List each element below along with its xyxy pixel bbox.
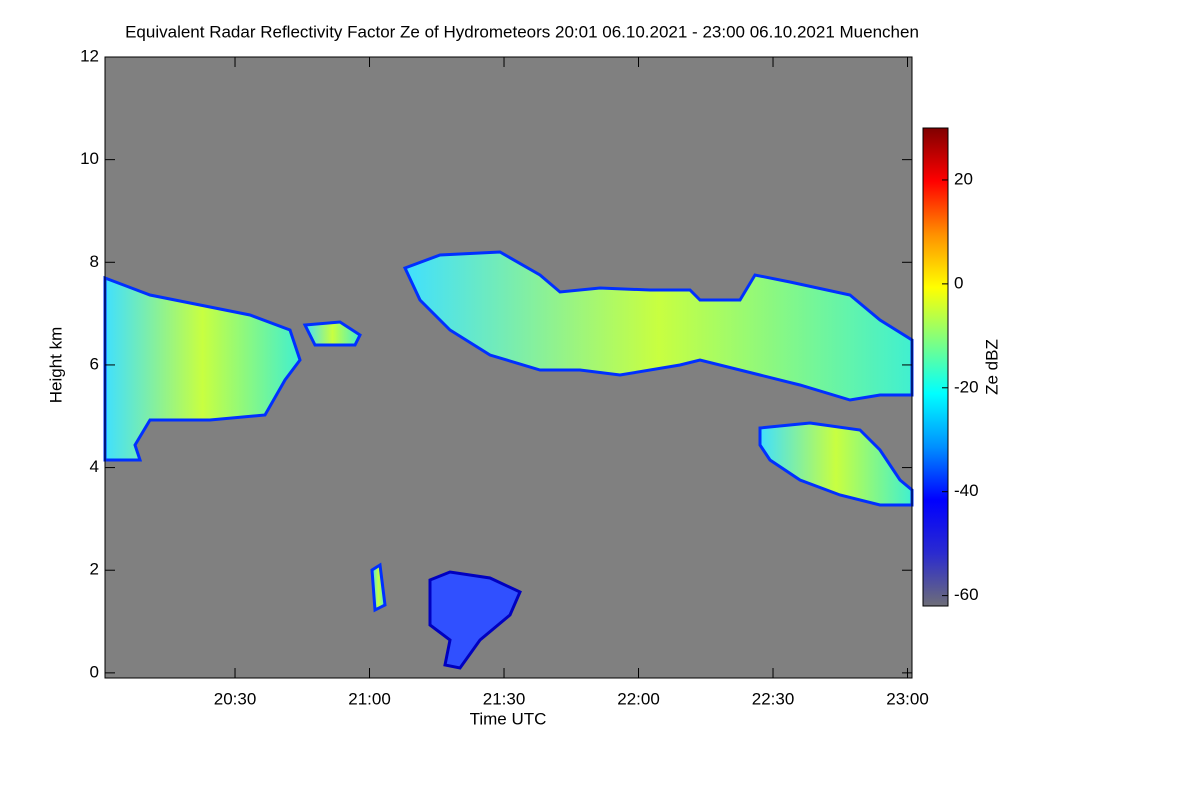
echo-region bbox=[428, 570, 522, 670]
colorbar-tick-label: -60 bbox=[954, 585, 979, 604]
echo-region bbox=[103, 275, 302, 462]
echo-region bbox=[370, 562, 387, 613]
x-tick-label: 22:00 bbox=[617, 689, 660, 708]
y-tick-label: 10 bbox=[80, 149, 99, 168]
colorbar-tick-label: -40 bbox=[954, 481, 979, 500]
colorbar-tick-label: 20 bbox=[954, 169, 973, 188]
chart-title: Equivalent Radar Reflectivity Factor Ze … bbox=[125, 22, 919, 41]
x-tick-label: 22:30 bbox=[752, 689, 795, 708]
y-tick-label: 8 bbox=[90, 252, 99, 271]
colorbar-tick-label: 0 bbox=[954, 273, 963, 292]
colorbar-tick-label: -20 bbox=[954, 377, 979, 396]
y-axis-title: Height km bbox=[46, 327, 65, 404]
x-tick-label: 21:00 bbox=[348, 689, 391, 708]
echo-region bbox=[302, 320, 362, 347]
colorbar-title: Ze dBZ bbox=[982, 339, 1001, 395]
y-tick-label: 6 bbox=[90, 354, 99, 373]
colorbar bbox=[922, 127, 949, 607]
x-axis-title: Time UTC bbox=[470, 709, 547, 728]
axes bbox=[104, 56, 913, 679]
plot-frame bbox=[104, 56, 913, 679]
y-tick-label: 4 bbox=[90, 457, 99, 476]
y-tick-label: 0 bbox=[90, 662, 99, 681]
y-tick-label: 2 bbox=[90, 560, 99, 579]
x-tick-label: 20:30 bbox=[214, 689, 257, 708]
y-tick-label: 12 bbox=[80, 46, 99, 65]
x-tick-label: 21:30 bbox=[483, 689, 526, 708]
x-tick-label: 23:00 bbox=[886, 689, 929, 708]
